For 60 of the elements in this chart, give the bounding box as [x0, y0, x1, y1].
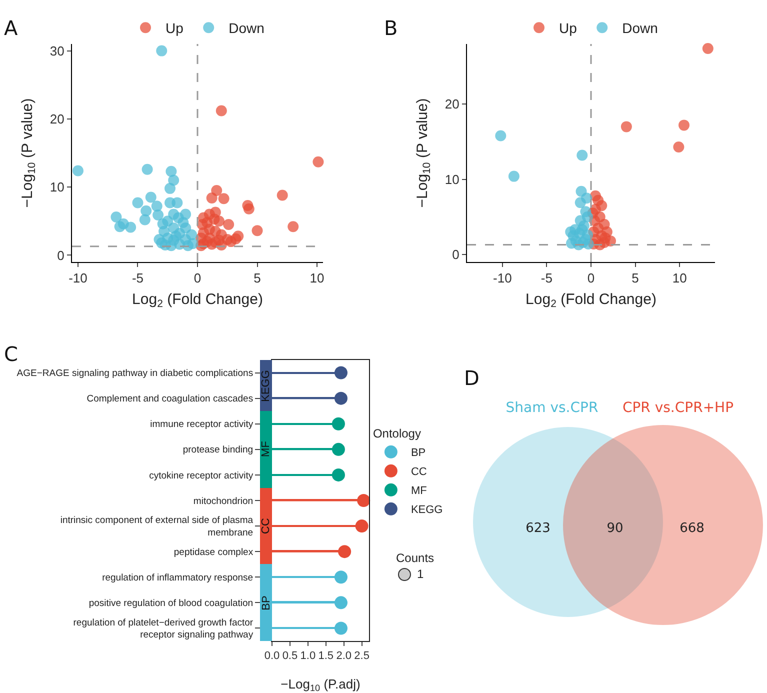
y-tick-label: 30 — [50, 43, 64, 58]
y-tick-label: 0 — [57, 248, 64, 263]
text: 1 — [417, 566, 424, 582]
y-tick-label: 20 — [444, 96, 460, 112]
y-tick-label: intrinsic component of external side of plasma membrane — [60, 515, 254, 539]
text: 623 — [526, 521, 550, 536]
y-tick-label: mitochondrion — [193, 496, 254, 507]
legend-label: Down — [622, 20, 658, 36]
x-tick-label: -5 — [132, 270, 144, 286]
x-axis-title: Log$_{2}$ (Fold Change) — [132, 290, 263, 310]
legend-label: CC — [410, 466, 427, 478]
x-tick-label: 5 — [632, 270, 639, 286]
text: C — [4, 342, 18, 366]
y-tick-label: regulation of platelet−derived growth factor receptor signaling pathway — [73, 617, 254, 641]
y-tick-label: Complement and coagulation cascades — [86, 394, 254, 405]
y-tick-label: peptidase complex — [174, 546, 254, 558]
category-label: CPR vs.CPR+HP — [622, 400, 734, 416]
legend-label: KEGG — [410, 504, 443, 516]
chart-title: B — [384, 16, 398, 40]
x-tick-label: 0.5 — [282, 650, 298, 662]
group-strip: KEGG — [260, 360, 272, 412]
x-tick-label: 2.0 — [336, 650, 352, 662]
y-tick-label: regulation of inflammatory response — [102, 572, 254, 584]
legend-label: MF — [410, 485, 428, 498]
x-tick-label: -10 — [493, 270, 512, 286]
y-tick-label: 10 — [50, 180, 64, 195]
text: Counts — [396, 550, 434, 566]
legend-title: Ontology — [372, 426, 421, 440]
x-tick-label: 0 — [587, 270, 595, 286]
text: 668 — [680, 521, 704, 536]
y-tick-label: protease binding — [182, 444, 254, 456]
text: 90 — [606, 521, 624, 536]
x-tick-label: 0.0 — [264, 650, 280, 662]
x-axis-title: −Log$_{10}$ (P.adj) — [280, 676, 360, 693]
legend-label: BP — [410, 447, 426, 460]
x-tick-label: -10 — [68, 270, 88, 286]
legend-label: Up — [166, 20, 184, 36]
y-tick-label: cytokine receptor activity — [149, 470, 254, 482]
group-strip: MF — [260, 411, 272, 488]
y-tick-label: 10 — [444, 172, 460, 187]
x-tick-label: -5 — [540, 270, 552, 286]
group-strip: BP — [260, 564, 272, 641]
x-tick-label: 10 — [310, 270, 324, 286]
chart-title: A — [4, 16, 18, 40]
group-strip: CC — [260, 488, 272, 564]
legend-label: Down — [228, 20, 264, 36]
y-tick-label: 0 — [452, 247, 460, 262]
category-label: Sham vs.CPR — [506, 400, 598, 416]
x-tick-label: 2.5 — [354, 650, 370, 662]
x-tick-label: 10 — [672, 270, 687, 286]
y-tick-label: 20 — [50, 111, 64, 126]
x-tick-label: 1.5 — [318, 650, 334, 662]
y-tick-label: positive regulation of blood coagulation — [88, 598, 254, 610]
x-tick-label: 5 — [254, 270, 261, 286]
x-tick-label: 1.0 — [300, 650, 316, 662]
text: D — [464, 366, 480, 390]
y-tick-label: immune receptor activity — [150, 419, 254, 430]
x-axis-title: Log$_{2}$ (Fold Change) — [526, 290, 656, 310]
legend-label: Up — [559, 20, 578, 36]
y-tick-label: AGE−RAGE signaling pathway in diabetic complications — [16, 368, 254, 380]
